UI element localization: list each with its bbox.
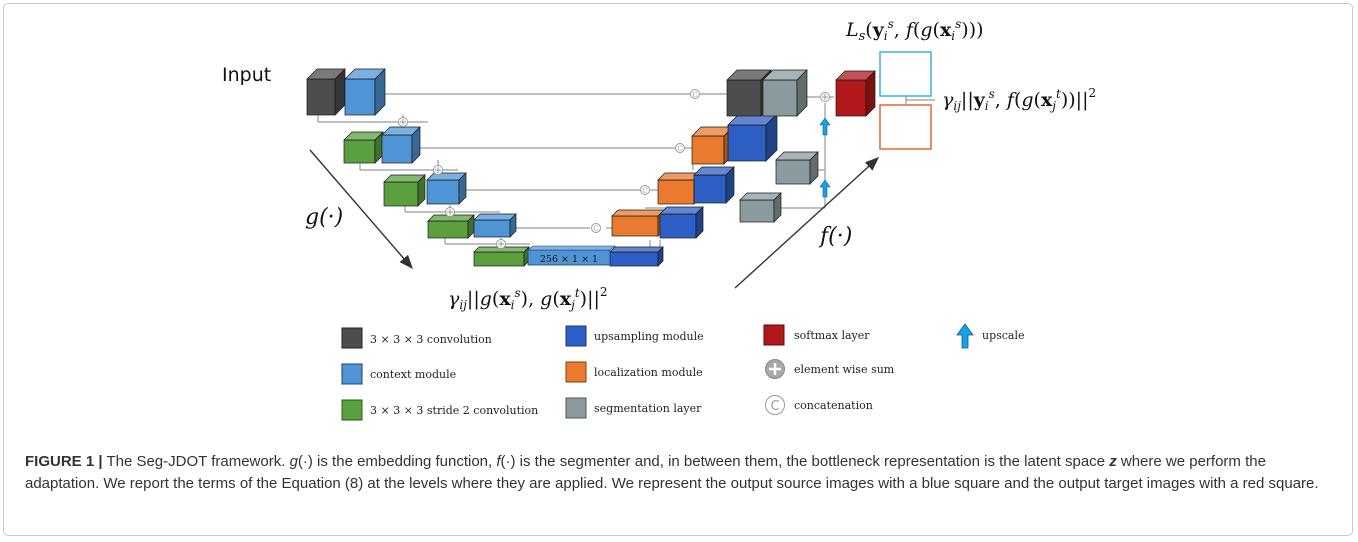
conv-block — [306, 68, 346, 116]
legend-item-conv: 3 × 3 × 3 convolution — [341, 327, 492, 349]
svg-text:3 × 3 × 3 stride 2 convolution: 3 × 3 × 3 stride 2 convolution — [370, 404, 538, 417]
stride-conv-block — [473, 246, 530, 267]
concatenation-symbol: C — [677, 145, 682, 153]
softmax-block — [835, 70, 876, 117]
upscale-arrow — [819, 117, 831, 136]
svg-text:upsampling module: upsampling module — [594, 330, 704, 343]
svg-text:C: C — [770, 399, 779, 414]
f-arrow — [734, 157, 880, 289]
svg-text:upscale: upscale — [982, 329, 1025, 342]
upsampling-block — [693, 166, 735, 204]
concatenation-symbol: C — [642, 187, 647, 195]
legend-item-softmax: softmax layer — [763, 324, 870, 346]
upsampling-block — [727, 113, 778, 162]
legend-item-upscale: upscale — [956, 323, 1025, 349]
legend-item-stride-conv: 3 × 3 × 3 stride 2 convolution — [341, 399, 538, 421]
concatenation-icon — [591, 223, 601, 233]
upsampling-block — [609, 246, 664, 267]
svg-text:concatenation: concatenation — [794, 399, 873, 412]
g-label: g(·) — [305, 205, 343, 230]
context-block — [381, 126, 421, 164]
upscale-arrow — [819, 179, 831, 198]
legend-item-upsampling: upsampling module — [565, 325, 704, 347]
input-label: Input — [222, 64, 271, 86]
concatenation-icon — [675, 143, 685, 153]
upscale-arrows — [819, 117, 831, 198]
svg-text:3 × 3 × 3 convolution: 3 × 3 × 3 convolution — [370, 333, 492, 346]
stride-conv-block — [383, 174, 426, 207]
segmentation-block — [739, 192, 782, 223]
svg-text:element wise sum: element wise sum — [794, 363, 895, 376]
legend-item-context: context module — [341, 363, 456, 385]
figure-frame — [3, 3, 1353, 536]
legend-item-segmentation: segmentation layer — [565, 397, 702, 419]
upscale-icon — [956, 323, 974, 349]
figure-label: FIGURE 1 | — [25, 453, 103, 470]
svg-text:segmentation layer: segmentation layer — [594, 402, 702, 415]
source-output-square — [879, 51, 932, 97]
localization-block — [611, 209, 665, 237]
concatenation-icon — [640, 185, 650, 195]
concatenation-symbol: C — [692, 91, 697, 99]
legend-item-sum: element wise sum — [765, 359, 895, 379]
stride-conv-block — [343, 131, 384, 164]
legend-item-concat: C concatenation — [765, 395, 873, 415]
context-block — [344, 68, 386, 116]
localization-block — [691, 126, 734, 165]
svg-text:localization module: localization module — [594, 366, 703, 379]
g-arrow — [309, 149, 413, 270]
bottleneck-block: 256 × 1 × 1 — [527, 245, 616, 266]
segmentation-block — [775, 151, 819, 185]
source-loss-equation: Ls(yis, f(g(xis))) — [845, 17, 984, 44]
concatenation-icon — [690, 89, 700, 99]
svg-text:context module: context module — [370, 368, 456, 381]
concatenation-symbol: C — [593, 225, 598, 233]
network-blocks — [306, 68, 876, 267]
upsampling-block — [659, 206, 704, 239]
target-output-square — [879, 104, 932, 150]
f-label: f(·) — [818, 224, 852, 249]
segmentation-block — [762, 69, 808, 117]
stride-conv-block — [427, 214, 475, 239]
figure-caption: FIGURE 1 | The Seg-JDOT framework. g(·) … — [25, 453, 1319, 492]
operator-symbols: C C C C — [398, 89, 830, 249]
context-block — [426, 172, 467, 205]
context-block — [473, 213, 517, 238]
legend: 3 × 3 × 3 convolution context module 3 ×… — [341, 323, 1025, 421]
seg-jdot-diagram: C C C C 256 × 1 × 1 Input g(·) f(·) Ls(yis,… — [222, 17, 1096, 421]
legend-item-localization: localization module — [565, 361, 703, 383]
bottleneck-label: 256 × 1 × 1 — [540, 254, 598, 265]
output-loss-equation: γij||yis, f(g(xjt))||2 — [942, 86, 1096, 113]
svg-text:softmax layer: softmax layer — [794, 329, 870, 342]
latent-loss-equation: γij||g(xis), g(xjt)||2 — [448, 285, 608, 312]
